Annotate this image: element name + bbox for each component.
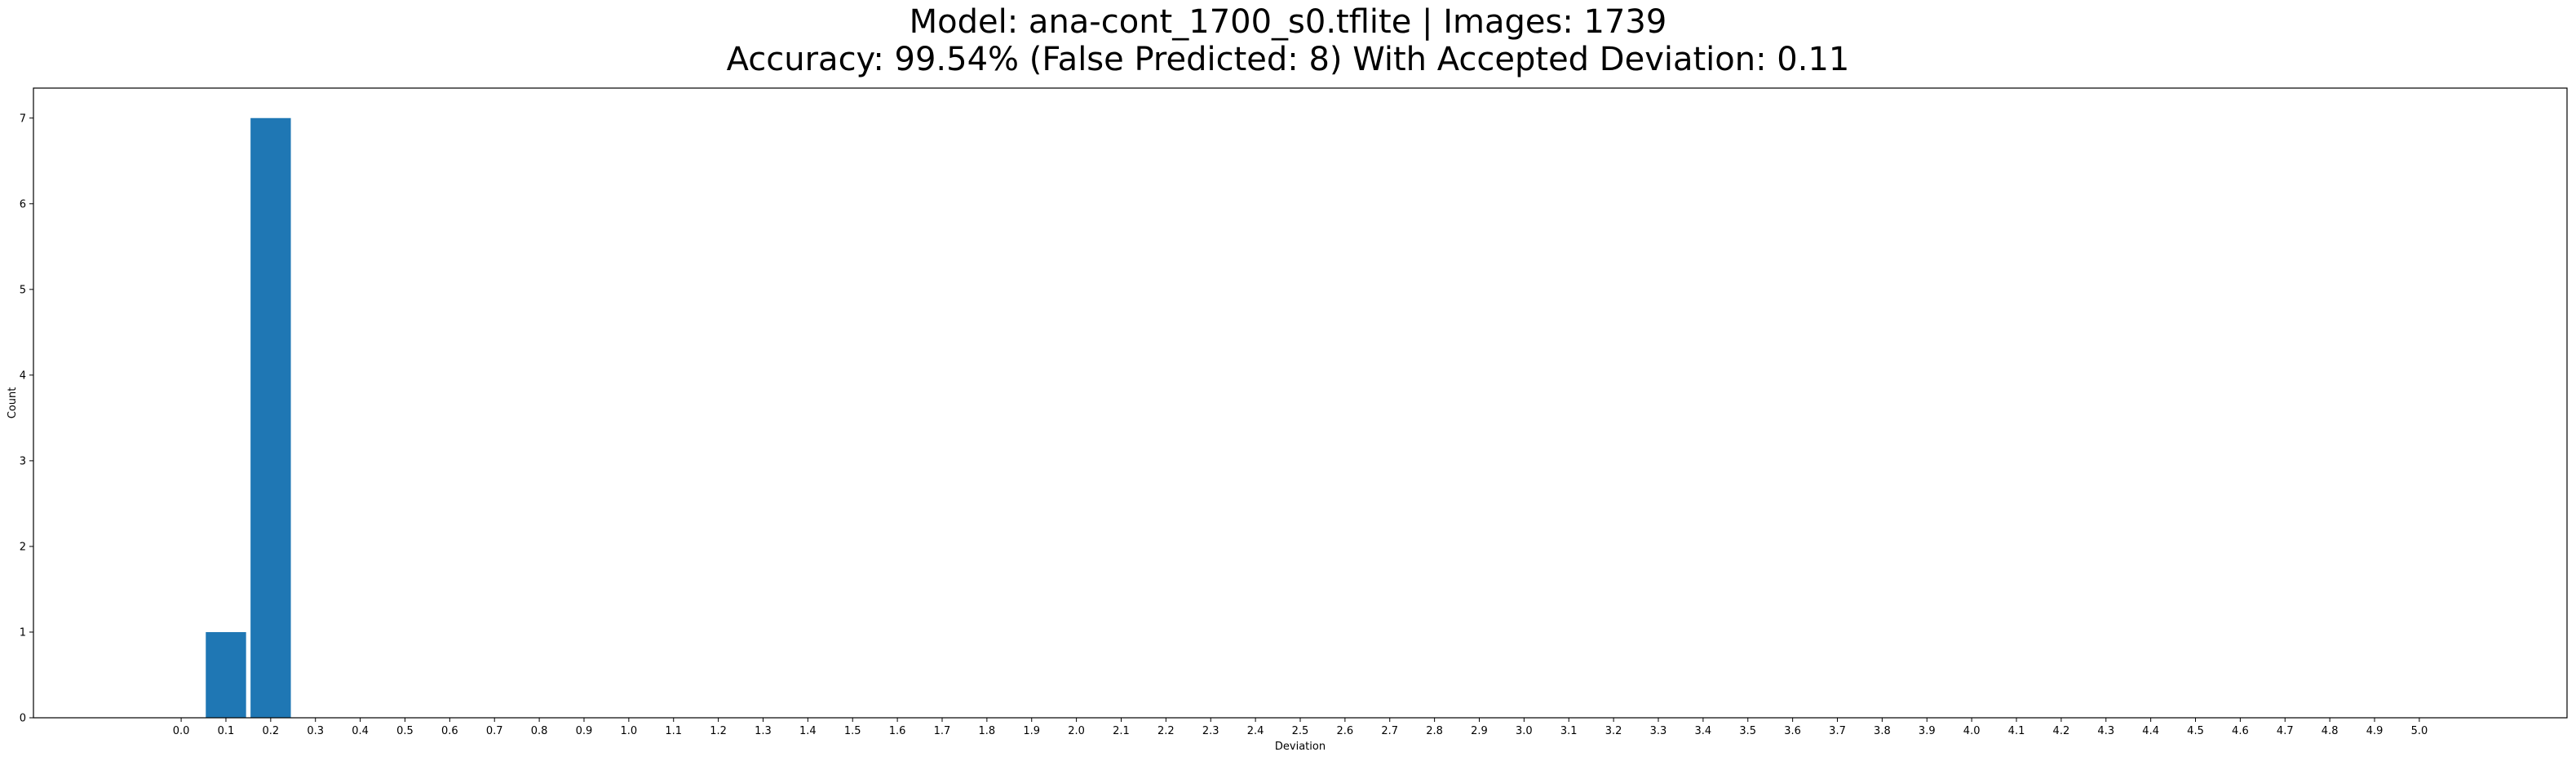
x-tick-label: 0.5 bbox=[396, 725, 414, 737]
chart-title: Model: ana-cont_1700_s0.tflite | Images:… bbox=[910, 3, 1667, 41]
bar-1 bbox=[250, 117, 291, 718]
y-axis-label: Count bbox=[7, 387, 19, 419]
x-tick-label: 4.5 bbox=[2187, 725, 2204, 737]
x-tick-label: 1.5 bbox=[844, 725, 861, 737]
x-tick-label: 0.0 bbox=[173, 725, 190, 737]
y-axis: 0 1 2 3 4 5 6 7 bbox=[20, 113, 33, 725]
x-tick-label: 3.8 bbox=[1874, 725, 1891, 737]
x-tick-label: 4.8 bbox=[2321, 725, 2339, 737]
y-tick-label: 0 bbox=[20, 713, 26, 725]
bars-group bbox=[206, 117, 291, 718]
x-tick-label: 3.4 bbox=[1695, 725, 1712, 737]
x-tick-label: 3.1 bbox=[1560, 725, 1578, 737]
x-tick-label: 3.7 bbox=[1829, 725, 1846, 737]
x-tick-label: 2.1 bbox=[1113, 725, 1130, 737]
x-tick-label: 0.1 bbox=[218, 725, 235, 737]
x-tick-label: 3.3 bbox=[1650, 725, 1667, 737]
bar-0 bbox=[206, 631, 246, 718]
x-tick-label: 4.2 bbox=[2053, 725, 2070, 737]
x-tick-label: 4.9 bbox=[2366, 725, 2383, 737]
x-tick-label: 1.9 bbox=[1023, 725, 1040, 737]
x-tick-label: 3.5 bbox=[1739, 725, 1756, 737]
x-tick-label: 3.2 bbox=[1605, 725, 1622, 737]
x-tick-label: 2.0 bbox=[1068, 725, 1085, 737]
y-tick-label: 3 bbox=[20, 455, 26, 467]
x-tick-label: 0.9 bbox=[576, 725, 593, 737]
y-tick-label: 2 bbox=[20, 541, 26, 553]
x-tick-label: 0.3 bbox=[307, 725, 324, 737]
x-tick-label: 4.1 bbox=[2008, 725, 2025, 737]
x-tick-label: 2.8 bbox=[1426, 725, 1443, 737]
x-tick-label: 1.1 bbox=[665, 725, 682, 737]
x-tick-label: 5.0 bbox=[2411, 725, 2428, 737]
x-axis: 0.0 0.1 0.2 0.3 0.4 0.5 0.6 0.7 0.8 0.9 1.0 1.1 1.2 1… bbox=[173, 718, 2428, 737]
chart-subtitle: Accuracy: 99.54% (False Predicted: 8) Wi… bbox=[727, 41, 1850, 78]
x-tick-label: 0.7 bbox=[486, 725, 503, 737]
x-tick-label: 2.3 bbox=[1202, 725, 1219, 737]
x-tick-label: 0.4 bbox=[352, 725, 369, 737]
x-tick-label: 0.8 bbox=[531, 725, 548, 737]
y-tick-label: 6 bbox=[20, 198, 26, 210]
x-tick-label: 4.3 bbox=[2097, 725, 2114, 737]
x-tick-label: 2.2 bbox=[1157, 725, 1175, 737]
x-tick-label: 2.9 bbox=[1471, 725, 1488, 737]
y-tick-label: 5 bbox=[20, 284, 26, 296]
y-tick-label: 7 bbox=[20, 113, 26, 125]
x-tick-label: 1.7 bbox=[934, 725, 951, 737]
x-tick-label: 4.6 bbox=[2232, 725, 2249, 737]
x-axis-label: Deviation bbox=[1275, 741, 1326, 753]
x-tick-label: 2.4 bbox=[1247, 725, 1264, 737]
y-tick-label: 1 bbox=[20, 626, 26, 639]
x-tick-label: 0.6 bbox=[441, 725, 458, 737]
x-tick-label: 4.7 bbox=[2277, 725, 2294, 737]
x-tick-label: 3.6 bbox=[1784, 725, 1801, 737]
x-tick-label: 3.9 bbox=[1919, 725, 1936, 737]
x-tick-label: 0.2 bbox=[263, 725, 280, 737]
x-tick-label: 1.3 bbox=[755, 725, 772, 737]
y-tick-label: 4 bbox=[20, 369, 26, 382]
x-tick-label: 4.4 bbox=[2142, 725, 2159, 737]
x-tick-label: 2.5 bbox=[1292, 725, 1309, 737]
plot-area-frame bbox=[33, 87, 2568, 719]
x-tick-label: 1.2 bbox=[710, 725, 727, 737]
x-tick-label: 3.0 bbox=[1516, 725, 1533, 737]
x-tick-label: 1.8 bbox=[979, 725, 996, 737]
x-tick-label: 1.4 bbox=[799, 725, 817, 737]
x-tick-label: 1.0 bbox=[621, 725, 638, 737]
x-tick-label: 1.6 bbox=[889, 725, 906, 737]
x-tick-label: 2.6 bbox=[1337, 725, 1354, 737]
x-tick-label: 2.7 bbox=[1381, 725, 1398, 737]
x-tick-label: 4.0 bbox=[1963, 725, 1981, 737]
